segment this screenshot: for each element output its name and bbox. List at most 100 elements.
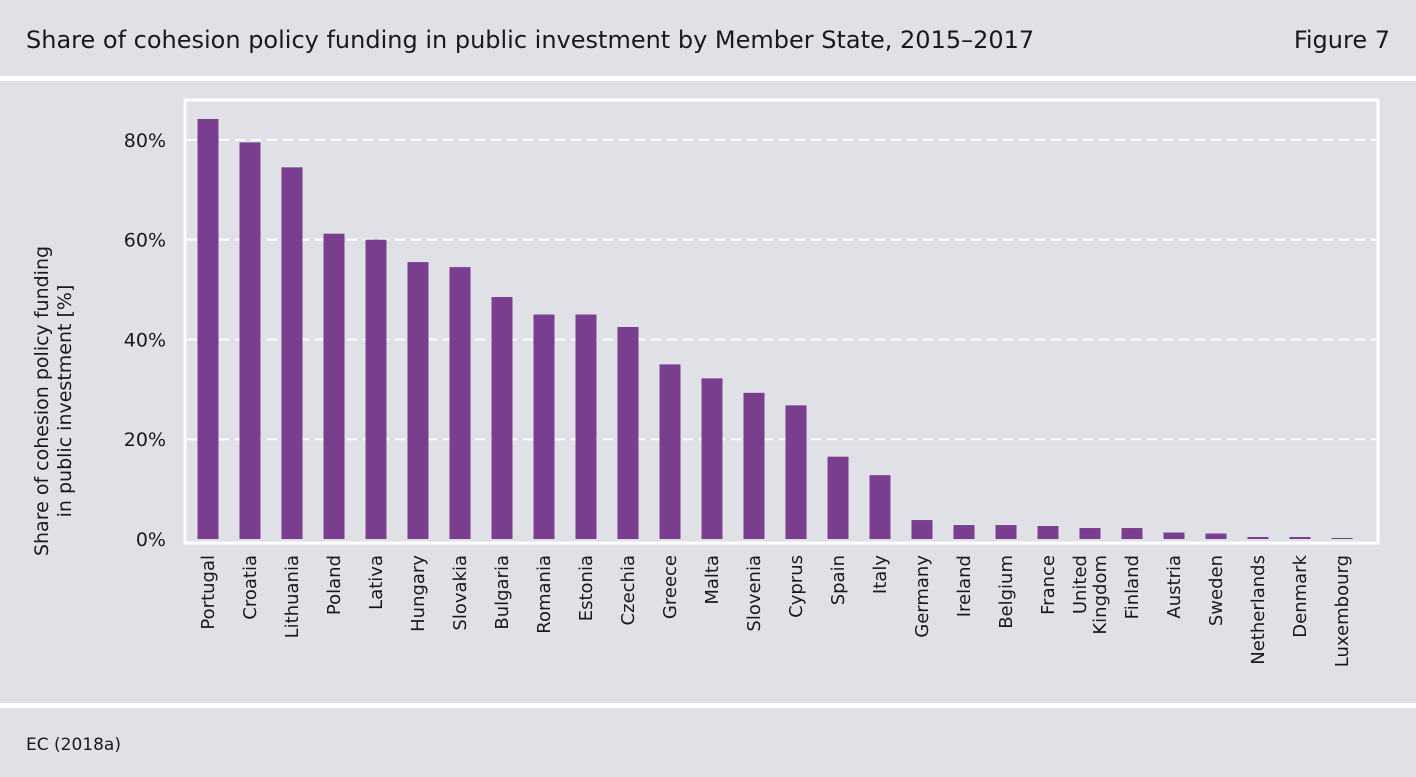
bar [785, 405, 807, 539]
bar [827, 456, 849, 539]
x-tick-label-line: Czechia [618, 555, 639, 625]
x-tick-label: Estonia [576, 555, 597, 621]
x-tick-label-line: France [1038, 555, 1059, 615]
x-tick-label-line: Ireland [954, 555, 975, 617]
bar [1331, 538, 1353, 539]
x-tick-label: Poland [324, 555, 345, 615]
x-tick-label-line: Netherlands [1248, 555, 1269, 665]
x-tick-label-line: Croatia [240, 555, 261, 620]
x-tick-label: Sweden [1206, 555, 1227, 626]
bar [1037, 526, 1059, 539]
x-tick-label: Slovakia [450, 555, 471, 631]
bar [953, 525, 975, 539]
x-tick-label-line: Malta [702, 555, 723, 605]
x-tick-label-line: Finland [1122, 555, 1143, 619]
bar [995, 525, 1017, 539]
bar [1121, 528, 1143, 539]
x-tick-label-line: Greece [660, 555, 681, 619]
chart-header: Share of cohesion policy funding in publ… [0, 0, 1416, 76]
y-axis-label-line: Share of cohesion policy funding [31, 246, 53, 556]
bar-chart: 0% 20% 40% 60% 80% Share of cohesion policy f… [31, 98, 1380, 667]
x-tick-label-line: Poland [324, 555, 345, 615]
x-tick-label: Luxembourg [1332, 555, 1353, 667]
x-tick-label-line: United [1070, 555, 1091, 614]
bar [1163, 532, 1185, 539]
bar [533, 314, 555, 539]
x-tick-label: Lithuania [282, 555, 303, 638]
x-tick-label-line: Lativa [366, 555, 387, 610]
x-tick-label: France [1038, 555, 1059, 615]
x-tick-label: Portugal [198, 555, 219, 630]
y-tick-label: 0% [136, 529, 166, 551]
bar [491, 297, 513, 539]
bar [575, 314, 597, 539]
x-tick-label: Denmark [1290, 554, 1311, 637]
bar [239, 142, 261, 539]
x-tick-label: UnitedKingdom [1070, 555, 1111, 635]
x-tick-label: Cyprus [786, 555, 807, 618]
x-tick-label: Ireland [954, 555, 975, 617]
bar [407, 262, 429, 539]
plot-frame [183, 98, 1380, 545]
y-tick-label: 20% [124, 429, 166, 451]
bar [659, 364, 681, 539]
x-tick-label: Belgium [996, 555, 1017, 629]
x-tick-label-line: Kingdom [1090, 555, 1111, 635]
x-tick-label: Bulgaria [492, 555, 513, 630]
bar [1205, 533, 1227, 539]
y-axis-label: Share of cohesion policy fundingin publi… [31, 246, 76, 556]
bar [449, 267, 471, 539]
x-tick-label: Finland [1122, 555, 1143, 619]
x-tick-label: Italy [870, 555, 891, 594]
x-tick-label: Greece [660, 555, 681, 619]
y-tick-label: 40% [124, 329, 166, 351]
bar [365, 239, 387, 539]
x-tick-label-line: Slovenia [744, 555, 765, 632]
x-tick-label-line: Italy [870, 555, 891, 594]
bar [743, 392, 765, 539]
x-tick-label: Romania [534, 555, 555, 634]
y-tick-label: 60% [124, 230, 166, 252]
bar [617, 326, 639, 539]
x-tick-label: Slovenia [744, 555, 765, 632]
x-tick-label: Germany [912, 555, 933, 638]
x-tick-label-line: Estonia [576, 555, 597, 621]
x-tick-label: Netherlands [1248, 555, 1269, 665]
x-tick-label: Czechia [618, 555, 639, 625]
x-tick-label-line: Romania [534, 555, 555, 634]
y-tick-label: 80% [124, 130, 166, 152]
x-tick-label-line: Lithuania [282, 555, 303, 638]
bar [911, 520, 933, 539]
x-tick-label-line: Belgium [996, 555, 1017, 629]
bar [869, 475, 891, 539]
footer-divider [0, 703, 1416, 708]
bar [1289, 537, 1311, 539]
x-tick-label: Malta [702, 555, 723, 605]
x-tick-label-line: Slovakia [450, 555, 471, 631]
bar [1247, 537, 1269, 539]
chart-title: Share of cohesion policy funding in publ… [26, 26, 1035, 54]
x-tick-label: Croatia [240, 555, 261, 620]
x-tick-label-line: Cyprus [786, 555, 807, 618]
source-note: EC (2018a) [26, 735, 121, 755]
bar [701, 378, 723, 539]
x-tick-label-line: Bulgaria [492, 555, 513, 630]
bar [1079, 528, 1101, 539]
x-tick-label-line: Germany [912, 555, 933, 638]
x-tick-label-line: Denmark [1290, 554, 1311, 637]
x-tick-label: Spain [828, 555, 849, 605]
figure-label: Figure 7 [1293, 26, 1390, 54]
x-tick-label: Lativa [366, 555, 387, 610]
x-tick-label-line: Sweden [1206, 555, 1227, 626]
x-tick-label: Austria [1164, 555, 1185, 619]
x-tick-label: Hungary [408, 555, 429, 632]
x-tick-label-line: Spain [828, 555, 849, 605]
x-tick-label-line: Portugal [198, 555, 219, 630]
bar [197, 118, 219, 539]
x-tick-label-line: Luxembourg [1332, 555, 1353, 667]
bar [323, 233, 345, 540]
x-tick-label-line: Hungary [408, 555, 429, 632]
bar [281, 167, 303, 539]
x-tick-label-line: Austria [1164, 555, 1185, 619]
y-axis-label-line: in public investment [%] [54, 285, 76, 518]
